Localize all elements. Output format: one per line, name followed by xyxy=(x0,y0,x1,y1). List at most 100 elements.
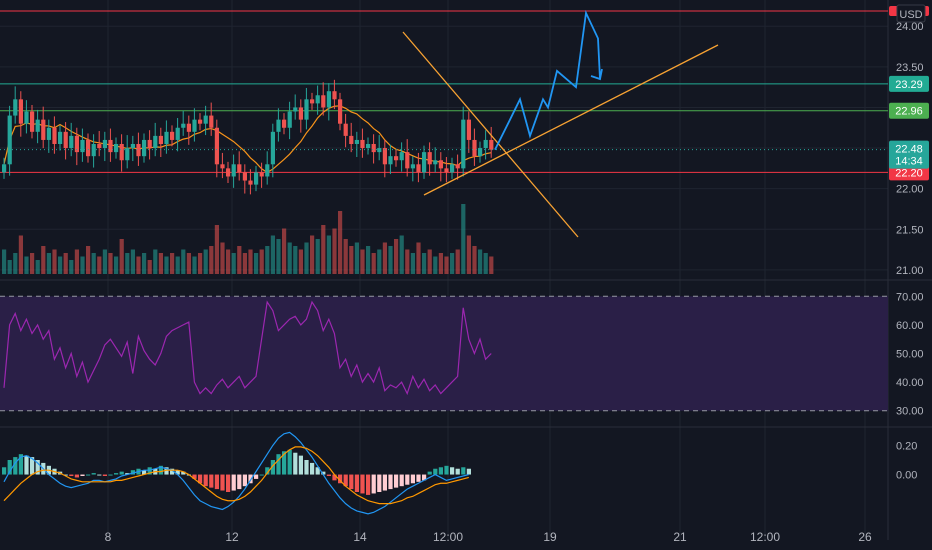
candle-body[interactable] xyxy=(410,164,415,169)
signal-line[interactable] xyxy=(3,446,469,505)
candle-body[interactable] xyxy=(354,139,359,144)
candle-body[interactable] xyxy=(293,107,298,112)
candle-body[interactable] xyxy=(231,164,236,177)
candle-body[interactable] xyxy=(35,119,40,132)
candle-body[interactable] xyxy=(192,119,197,132)
candle-body[interactable] xyxy=(298,107,303,120)
candle-body[interactable] xyxy=(114,144,119,153)
candle-body[interactable] xyxy=(326,91,331,108)
candle-body[interactable] xyxy=(18,99,23,124)
candle-body[interactable] xyxy=(97,144,102,149)
candle-body[interactable] xyxy=(158,135,163,144)
candle-body[interactable] xyxy=(394,156,399,161)
candle-body[interactable] xyxy=(321,95,326,108)
candle-body[interactable] xyxy=(30,111,35,132)
candle-body[interactable] xyxy=(282,119,287,128)
candle-body[interactable] xyxy=(270,131,275,165)
candle-body[interactable] xyxy=(405,152,410,169)
candle-body[interactable] xyxy=(170,131,175,140)
candle-body[interactable] xyxy=(382,148,387,165)
candle-body[interactable] xyxy=(315,95,320,104)
candle-body[interactable] xyxy=(399,152,404,161)
candle-body[interactable] xyxy=(147,139,152,149)
candle-body[interactable] xyxy=(130,144,135,149)
candle-body[interactable] xyxy=(287,111,292,128)
candle-body[interactable] xyxy=(461,119,466,169)
macd-line[interactable] xyxy=(3,431,469,515)
candle-body[interactable] xyxy=(489,139,494,150)
candle-body[interactable] xyxy=(472,139,477,157)
candle-body[interactable] xyxy=(276,119,281,132)
candle-body[interactable] xyxy=(226,168,231,177)
candle-body[interactable] xyxy=(248,180,253,185)
candle-body[interactable] xyxy=(46,127,51,140)
candle-body[interactable] xyxy=(164,131,169,144)
candle-body[interactable] xyxy=(444,168,449,173)
candle-body[interactable] xyxy=(24,111,29,124)
candle-body[interactable] xyxy=(209,115,214,128)
candle-body[interactable] xyxy=(102,139,107,149)
candle-body[interactable] xyxy=(136,144,141,157)
candle-body[interactable] xyxy=(360,139,365,149)
candle-body[interactable] xyxy=(69,135,74,149)
candle-body[interactable] xyxy=(63,131,68,149)
candle-body[interactable] xyxy=(80,139,85,153)
candle-body[interactable] xyxy=(304,99,309,120)
candle-body[interactable] xyxy=(58,131,63,144)
trendline-descending[interactable] xyxy=(402,31,579,238)
candle-body[interactable] xyxy=(52,127,57,144)
candle-body[interactable] xyxy=(74,135,79,153)
candle-body[interactable] xyxy=(186,123,191,132)
candle-body[interactable] xyxy=(13,99,18,116)
candle-body[interactable] xyxy=(265,164,270,177)
candle-body[interactable] xyxy=(371,144,376,153)
candle-body[interactable] xyxy=(310,99,315,104)
candle-body[interactable] xyxy=(478,148,483,157)
candle-body[interactable] xyxy=(254,172,259,185)
candle-body[interactable] xyxy=(220,164,225,169)
time-axis[interactable]: 8 12 14 12:00 19 21 12:00 26 xyxy=(105,530,872,544)
candle-body[interactable] xyxy=(181,123,186,128)
candle-body[interactable] xyxy=(125,148,130,161)
candle-body[interactable] xyxy=(366,144,371,149)
candle-body[interactable] xyxy=(483,139,488,149)
rsi-pane[interactable] xyxy=(0,295,888,412)
candle-body[interactable] xyxy=(2,164,7,173)
candle-body[interactable] xyxy=(91,144,96,157)
candle-body[interactable] xyxy=(416,164,421,173)
candle-body[interactable] xyxy=(198,119,203,124)
candle-body[interactable] xyxy=(349,135,354,144)
candle-body[interactable] xyxy=(86,139,91,157)
candle-body[interactable] xyxy=(153,135,158,149)
price-pane[interactable] xyxy=(0,9,888,274)
candle-body[interactable] xyxy=(338,99,343,124)
candle-body[interactable] xyxy=(203,115,208,124)
candle-body[interactable] xyxy=(7,115,12,165)
candle-body[interactable] xyxy=(377,148,382,153)
candle-body[interactable] xyxy=(41,119,46,140)
candle-body[interactable] xyxy=(142,139,147,157)
candle-body[interactable] xyxy=(343,123,348,136)
candle-body[interactable] xyxy=(388,156,393,165)
candle-body[interactable] xyxy=(433,160,438,165)
projection-path[interactable] xyxy=(494,9,601,151)
candle-body[interactable] xyxy=(108,139,113,153)
trendline-ascending[interactable] xyxy=(423,44,719,196)
candle-body[interactable] xyxy=(237,164,242,173)
candle-body[interactable] xyxy=(259,172,264,177)
candle-body[interactable] xyxy=(422,152,427,173)
candle-body[interactable] xyxy=(455,164,460,169)
rsi-line[interactable] xyxy=(3,300,492,396)
macd-pane[interactable] xyxy=(2,431,471,515)
currency-badge[interactable]: USD xyxy=(896,4,926,23)
candle-body[interactable] xyxy=(450,164,455,173)
candle-body[interactable] xyxy=(466,119,471,140)
candle-body[interactable] xyxy=(214,127,219,165)
candle-body[interactable] xyxy=(119,144,124,161)
candle-body[interactable] xyxy=(427,152,432,165)
candle-body[interactable] xyxy=(438,160,443,169)
candle-body[interactable] xyxy=(175,127,180,140)
candle-body[interactable] xyxy=(332,91,337,100)
